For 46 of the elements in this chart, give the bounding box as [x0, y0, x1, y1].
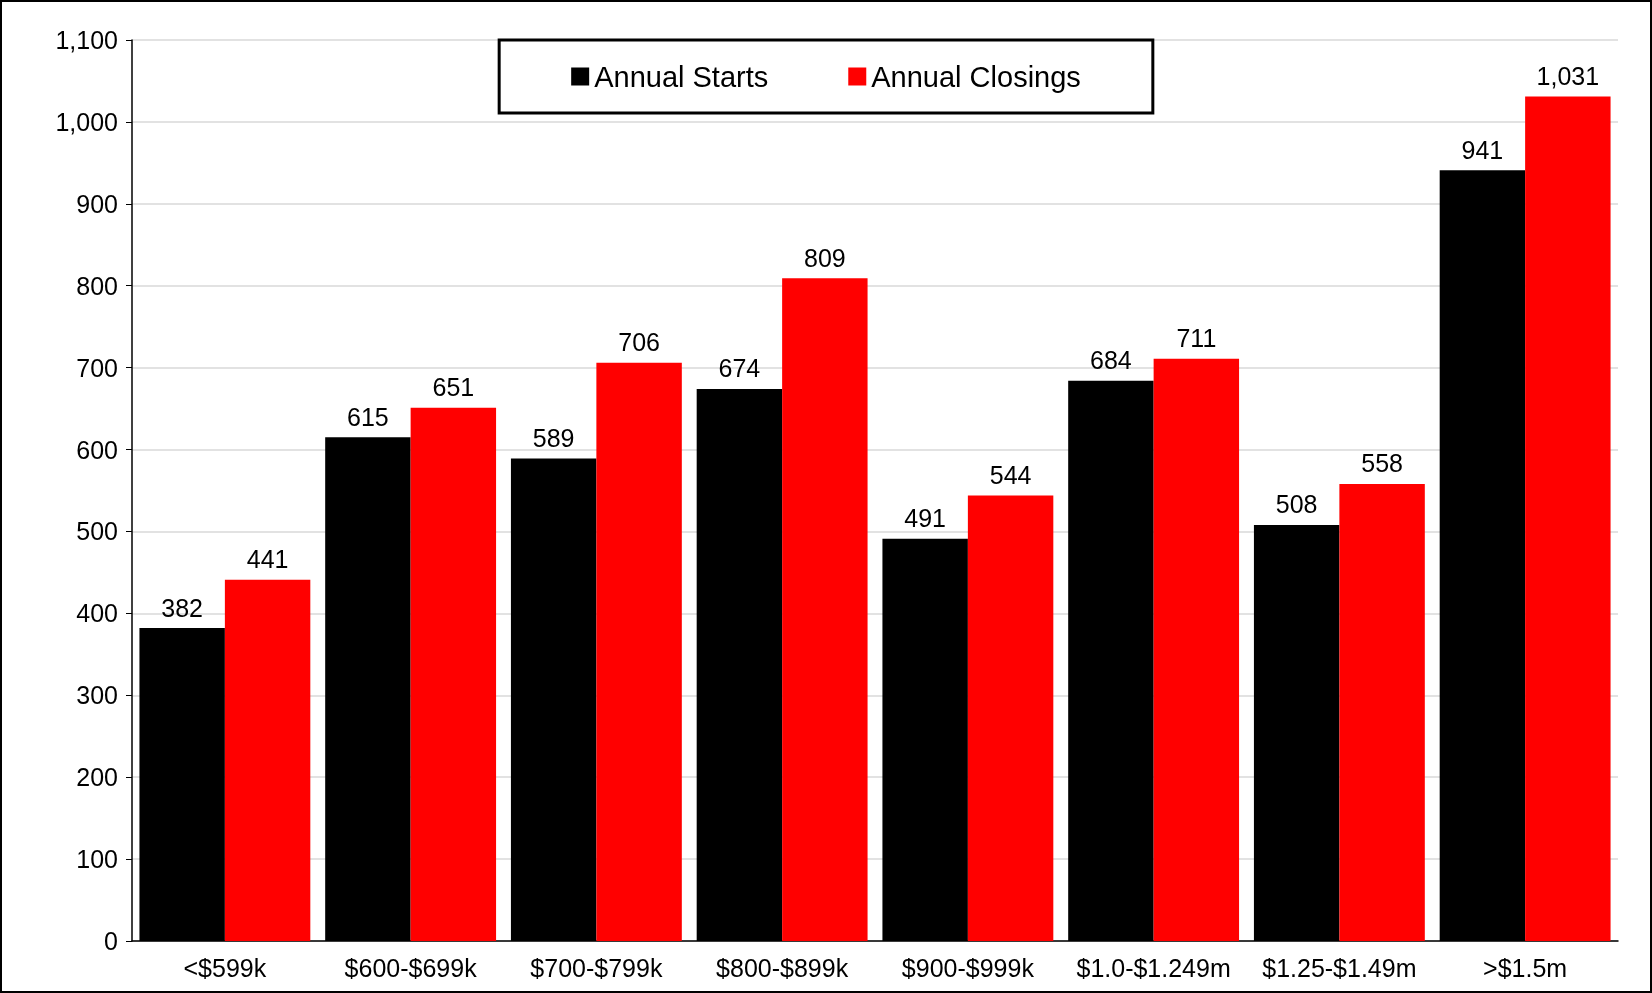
- data-label: 706: [618, 328, 660, 357]
- x-tick-label: $1.25-$1.49m: [1262, 953, 1417, 982]
- data-label: 508: [1275, 490, 1318, 519]
- bar: [1339, 483, 1425, 941]
- x-tick-label: $1.0-$1.249m: [1076, 953, 1231, 982]
- y-tick-label: 1,100: [55, 26, 118, 54]
- bar: [596, 362, 682, 941]
- y-tick-label: 200: [76, 763, 118, 792]
- data-label: 491: [904, 504, 947, 533]
- legend-label: Annual Closings: [871, 60, 1081, 93]
- y-tick-label: 500: [76, 517, 118, 546]
- bar: [782, 278, 868, 941]
- x-tick-label: $700-$799k: [530, 953, 663, 982]
- data-label: 382: [161, 593, 204, 622]
- data-label: 441: [246, 545, 289, 574]
- x-tick-label: >$1.5m: [1483, 953, 1568, 982]
- legend-label: Annual Starts: [594, 60, 769, 93]
- x-tick-label: <$599k: [183, 953, 267, 982]
- data-label: 941: [1461, 135, 1504, 164]
- y-tick-label: 800: [76, 271, 118, 300]
- data-label: 615: [347, 402, 389, 431]
- data-label: 684: [1090, 346, 1132, 375]
- y-tick-label: 600: [76, 435, 118, 464]
- y-tick-label: 0: [104, 927, 118, 955]
- data-label: 558: [1361, 449, 1403, 478]
- y-tick-label: 400: [76, 599, 118, 628]
- y-tick-label: 100: [76, 845, 118, 874]
- y-tick-label: 300: [76, 681, 118, 710]
- bar: [410, 407, 497, 941]
- data-label: 711: [1176, 324, 1217, 353]
- x-tick-label: $800-$899k: [716, 953, 849, 982]
- data-label: 1,031: [1536, 62, 1600, 91]
- data-label: 544: [989, 460, 1032, 489]
- y-tick-label: 900: [76, 189, 118, 218]
- data-label: 589: [532, 424, 575, 453]
- x-tick-label: $600-$699k: [344, 953, 478, 982]
- bar: [224, 579, 311, 941]
- data-label: 809: [803, 243, 846, 272]
- data-label: 674: [718, 354, 761, 383]
- x-tick-label: $900-$999k: [901, 953, 1035, 982]
- bar: [1525, 96, 1611, 941]
- bar: [967, 495, 1054, 941]
- y-tick-label: 700: [76, 353, 118, 382]
- bar: [1153, 358, 1240, 941]
- data-label: 651: [432, 373, 475, 402]
- y-tick-label: 1,000: [55, 107, 118, 136]
